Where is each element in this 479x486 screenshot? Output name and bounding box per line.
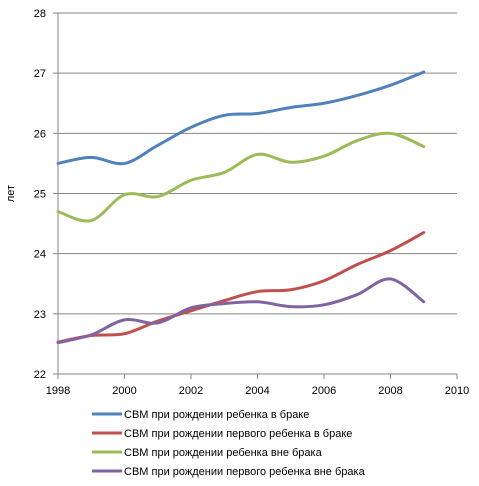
y-axis-label: лет <box>5 185 17 202</box>
x-tick-label: 1998 <box>46 385 70 397</box>
legend-label: СВМ при рождении первого ребенка вне бра… <box>124 466 366 478</box>
x-tick-label: 2004 <box>245 385 269 397</box>
y-tick-label: 27 <box>34 68 46 80</box>
legend: СВМ при рождении ребенка в браке СВМ при … <box>92 409 366 478</box>
series-line-1 <box>56 70 426 166</box>
x-tick-label: 2010 <box>445 385 469 397</box>
y-tick-label: 25 <box>34 189 46 201</box>
y-tick-label: 22 <box>34 369 46 381</box>
legend-label: СВМ при рождении первого ребенка в браке <box>124 428 352 440</box>
y-tick-label: 26 <box>34 128 46 140</box>
series-line-2 <box>56 231 426 344</box>
series-lines <box>56 70 426 345</box>
x-tick-label: 2002 <box>179 385 203 397</box>
x-tick-label: 2008 <box>378 385 402 397</box>
gridlines <box>58 12 457 375</box>
axes: 22 23 24 25 26 27 28 1998 2000 2002 2004 2006 2008 20… <box>34 8 469 397</box>
legend-label: СВМ при рождении ребенка вне брака <box>124 447 323 459</box>
y-tick-label: 24 <box>34 249 46 261</box>
x-tick-label: 2006 <box>312 385 336 397</box>
legend-label: СВМ при рождении ребенка в браке <box>124 409 309 421</box>
y-tick-label: 23 <box>34 309 46 321</box>
y-tick-label: 28 <box>34 8 46 20</box>
series-line-3 <box>56 131 426 223</box>
series-line-4 <box>56 277 426 345</box>
x-tick-label: 2000 <box>112 385 136 397</box>
